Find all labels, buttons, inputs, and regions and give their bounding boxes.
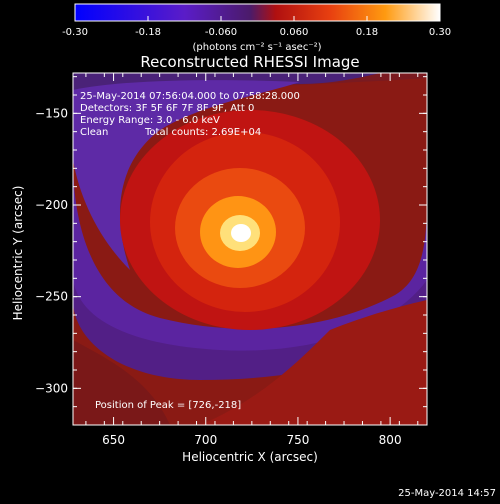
annotation-method: Clean bbox=[80, 127, 108, 138]
colorbar-tick-label: 0.060 bbox=[280, 27, 309, 38]
colorbar-unit-label: (photons cm⁻² s⁻¹ asec⁻²) bbox=[192, 42, 321, 53]
annotation-detectors: Detectors: 3F 5F 6F 7F 8F 9F, Att 0 bbox=[80, 103, 254, 114]
colorbar-tick-label: -0.30 bbox=[62, 27, 88, 38]
annotation-time: 25-May-2014 07:56:04.000 to 07:58:28.000 bbox=[80, 91, 300, 102]
y-tick-label: −250 bbox=[35, 290, 68, 304]
y-tick-label: −200 bbox=[35, 198, 68, 212]
plot-frame bbox=[72, 72, 428, 426]
chart-title: Reconstructed RHESSI Image bbox=[140, 53, 359, 71]
peak-position-label: Position of Peak = [726,-218] bbox=[95, 400, 241, 411]
y-tick-label: −300 bbox=[35, 381, 68, 395]
annotation-energy: Energy Range: 3.0 - 6.0 keV bbox=[80, 115, 220, 126]
y-axis-label: Heliocentric Y (arcsec) bbox=[11, 186, 25, 321]
render-timestamp: 25-May-2014 14:57 bbox=[398, 488, 496, 499]
x-tick-label: 800 bbox=[379, 433, 402, 447]
colorbar-tick-label: 0.18 bbox=[356, 27, 378, 38]
colorbar-tick-label: -0.060 bbox=[205, 27, 237, 38]
colorbar-tick-label: -0.18 bbox=[135, 27, 161, 38]
heatmap-image bbox=[73, 73, 427, 425]
colorbar bbox=[74, 3, 441, 22]
annotation-counts: Total counts: 2.69E+04 bbox=[144, 127, 261, 138]
colorbar-tick-label: 0.30 bbox=[429, 27, 451, 38]
colorbar-ticks: -0.30 -0.18 -0.060 0.060 0.18 0.30 bbox=[62, 16, 451, 38]
y-tick-label: −150 bbox=[35, 106, 68, 120]
x-tick-label: 650 bbox=[102, 433, 125, 447]
axis-ticks: 650 700 750 800 −150 −200 −250 −300 bbox=[35, 73, 427, 447]
x-axis-label: Heliocentric X (arcsec) bbox=[182, 450, 318, 464]
x-tick-label: 700 bbox=[194, 433, 217, 447]
x-tick-label: 750 bbox=[286, 433, 309, 447]
